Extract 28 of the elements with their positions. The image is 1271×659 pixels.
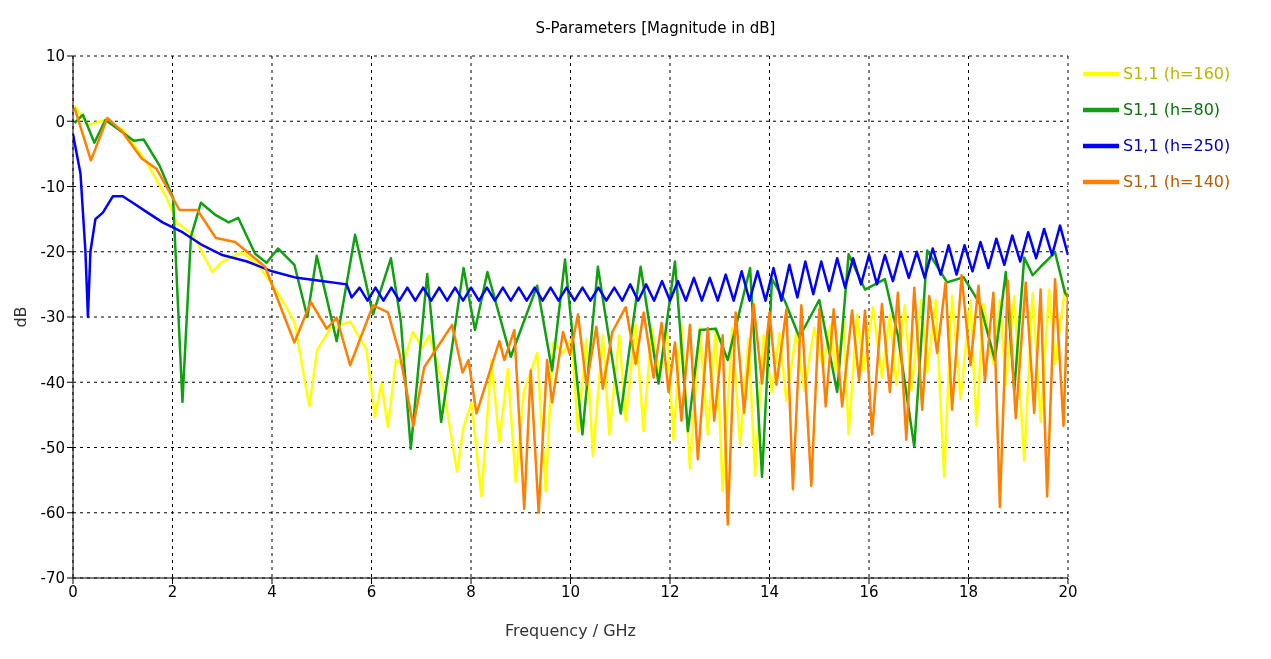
x-tick-label: 0: [68, 582, 78, 601]
chart-title: S-Parameters [Magnitude in dB]: [534, 18, 777, 39]
legend-label: S1,1 (h=80): [1123, 99, 1221, 119]
x-tick-label: 6: [366, 582, 377, 601]
x-tick-label: 20: [1058, 582, 1078, 601]
y-tick-label: 10: [45, 47, 65, 66]
x-tick-label: 16: [859, 582, 879, 601]
x-tick-label: 18: [958, 582, 979, 601]
x-tick-label: 2: [167, 582, 178, 601]
y-tick-label: -20: [40, 243, 65, 262]
y-tick-label: -30: [40, 308, 65, 327]
y-tick-label: -40: [40, 373, 65, 392]
x-tick-label: 8: [466, 582, 476, 601]
x-tick-label: 10: [560, 582, 581, 601]
y-tick-label: -50: [40, 438, 65, 457]
x-tick-label: 12: [660, 582, 680, 601]
y-axis-title: dB: [10, 306, 30, 328]
x-tick-label: 4: [267, 582, 277, 601]
legend-label: S1,1 (h=160): [1123, 63, 1231, 83]
line-series: [73, 133, 1068, 319]
legend-label: S1,1 (h=250): [1123, 135, 1231, 155]
y-tick-label: -10: [40, 177, 65, 196]
y-tick-label: 0: [55, 112, 65, 131]
legend-label: S1,1 (h=140): [1123, 171, 1231, 191]
y-tick-label: -70: [40, 569, 65, 588]
y-tick-label: -60: [40, 504, 65, 523]
x-tick-label: 14: [759, 582, 780, 601]
x-axis-title: Frequency / GHz: [504, 621, 637, 640]
